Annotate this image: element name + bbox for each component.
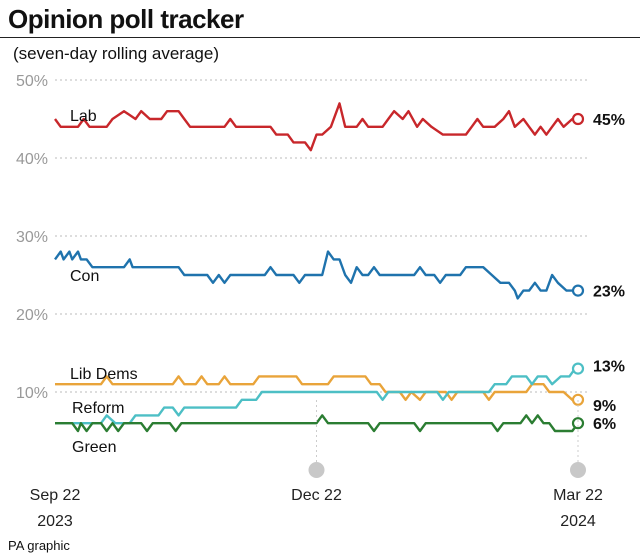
end-marker-con bbox=[571, 284, 585, 297]
end-value-green: 6% bbox=[593, 416, 616, 433]
series-line-green bbox=[55, 414, 579, 433]
series-line-reform bbox=[55, 367, 578, 425]
series-label-green: Green bbox=[72, 439, 116, 456]
series-labels: Lab 45% Con 23% Lib Dems Reform 13% Green 6%9% bbox=[70, 108, 625, 456]
credit-label: PA graphic bbox=[8, 538, 70, 553]
end-value-reform: 13% bbox=[593, 359, 625, 376]
series-label-con: Con bbox=[70, 268, 99, 285]
end-value-con: 23% bbox=[593, 284, 625, 301]
y-tick-label: 40% bbox=[16, 151, 48, 168]
series-label-reform: Reform bbox=[72, 400, 124, 417]
y-tick-label: 20% bbox=[16, 307, 48, 324]
title-divider bbox=[0, 37, 640, 38]
end-value-lib-dems: 9% bbox=[593, 398, 616, 415]
x-tick-label: Dec 22 bbox=[291, 487, 342, 504]
x-tick-marker bbox=[570, 462, 586, 478]
series-label-lib-dems: Lib Dems bbox=[70, 366, 138, 383]
chart-subtitle: (seven-day rolling average) bbox=[13, 44, 219, 63]
x-axis: Sep 22 2023 Dec 22 Mar 22 2024 bbox=[30, 400, 603, 530]
y-tick-label: 10% bbox=[16, 385, 48, 402]
series-line-lib-dems bbox=[55, 375, 578, 401]
y-tick-label: 50% bbox=[16, 73, 48, 90]
x-tick-label: Sep 22 bbox=[30, 487, 81, 504]
series-line-con bbox=[54, 250, 578, 300]
series-label-lab: Lab bbox=[70, 108, 97, 125]
x-tick-year-label: 2023 bbox=[37, 513, 73, 530]
x-tick-year-label: 2024 bbox=[560, 513, 596, 530]
end-marker-lib-dems bbox=[571, 393, 585, 406]
end-marker-reform bbox=[571, 362, 585, 375]
poll-line-chart: 10% 20% 30% 40% 50% Lab 45% Con 23% Lib Dems Refo… bbox=[16, 73, 625, 530]
series-lines bbox=[54, 102, 585, 433]
gridlines: 10% 20% 30% 40% 50% bbox=[16, 73, 590, 402]
y-tick-label: 30% bbox=[16, 229, 48, 246]
x-tick-marker bbox=[308, 462, 325, 478]
series-line-lab bbox=[54, 102, 578, 152]
end-marker-green bbox=[571, 417, 585, 430]
x-tick-label: Mar 22 bbox=[553, 487, 603, 504]
page-title: Opinion poll tracker bbox=[8, 4, 244, 34]
end-value-lab: 45% bbox=[593, 112, 625, 129]
end-marker-lab bbox=[571, 112, 585, 126]
